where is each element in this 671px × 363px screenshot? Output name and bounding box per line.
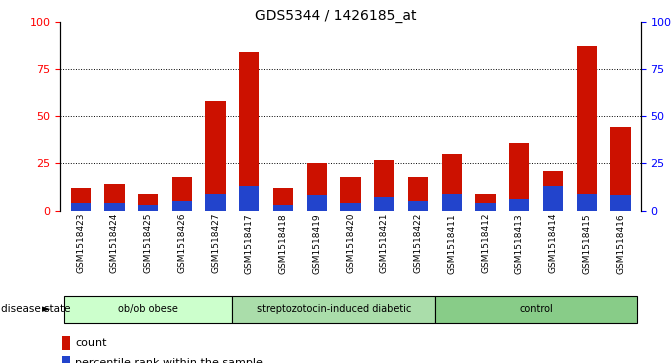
Bar xyxy=(543,171,563,211)
Bar xyxy=(240,186,260,211)
Bar xyxy=(64,295,232,323)
Text: ►: ► xyxy=(42,305,51,314)
Text: GSM1518418: GSM1518418 xyxy=(278,213,288,274)
Text: GSM1518421: GSM1518421 xyxy=(380,213,389,273)
Bar xyxy=(138,205,158,211)
Bar xyxy=(172,176,192,211)
Bar xyxy=(576,46,597,211)
Bar xyxy=(205,193,225,211)
Text: GSM1518414: GSM1518414 xyxy=(549,213,558,273)
Text: GSM1518412: GSM1518412 xyxy=(481,213,490,273)
Bar xyxy=(408,201,428,211)
Text: GDS5344 / 1426185_at: GDS5344 / 1426185_at xyxy=(255,9,416,23)
Bar xyxy=(611,127,631,211)
Bar xyxy=(408,176,428,211)
Bar xyxy=(340,203,361,211)
Text: GSM1518426: GSM1518426 xyxy=(177,213,187,273)
Bar xyxy=(307,195,327,211)
Text: GSM1518423: GSM1518423 xyxy=(76,213,85,273)
Bar xyxy=(70,188,91,211)
Bar xyxy=(62,356,70,363)
Text: GSM1518416: GSM1518416 xyxy=(616,213,625,274)
Text: GSM1518427: GSM1518427 xyxy=(211,213,220,273)
Bar xyxy=(543,186,563,211)
Bar xyxy=(307,163,327,211)
Bar xyxy=(435,295,637,323)
Text: count: count xyxy=(75,338,107,348)
Text: GSM1518411: GSM1518411 xyxy=(448,213,456,274)
Text: GSM1518417: GSM1518417 xyxy=(245,213,254,274)
Text: GSM1518425: GSM1518425 xyxy=(144,213,152,273)
Bar xyxy=(62,336,70,350)
Text: percentile rank within the sample: percentile rank within the sample xyxy=(75,358,263,363)
Bar xyxy=(442,193,462,211)
Bar xyxy=(374,160,395,211)
Text: GSM1518422: GSM1518422 xyxy=(413,213,423,273)
Bar xyxy=(232,295,435,323)
Text: control: control xyxy=(519,305,553,314)
Text: ob/ob obese: ob/ob obese xyxy=(118,305,178,314)
Bar xyxy=(205,101,225,211)
Bar xyxy=(442,154,462,211)
Bar xyxy=(104,184,125,211)
Bar xyxy=(476,193,496,211)
Bar xyxy=(476,203,496,211)
Text: disease state: disease state xyxy=(1,305,70,314)
Text: GSM1518420: GSM1518420 xyxy=(346,213,355,273)
Bar xyxy=(340,176,361,211)
Bar xyxy=(104,203,125,211)
Text: GSM1518424: GSM1518424 xyxy=(110,213,119,273)
Text: streptozotocin-induced diabetic: streptozotocin-induced diabetic xyxy=(256,305,411,314)
Bar xyxy=(172,201,192,211)
Bar xyxy=(611,195,631,211)
Text: GSM1518419: GSM1518419 xyxy=(313,213,321,274)
Bar xyxy=(240,52,260,211)
Text: GSM1518413: GSM1518413 xyxy=(515,213,524,274)
Bar xyxy=(374,197,395,211)
Bar xyxy=(70,203,91,211)
Bar xyxy=(273,188,293,211)
Bar xyxy=(509,199,529,211)
Bar xyxy=(509,143,529,211)
Bar xyxy=(273,205,293,211)
Text: GSM1518415: GSM1518415 xyxy=(582,213,591,274)
Bar xyxy=(576,193,597,211)
Bar xyxy=(138,193,158,211)
